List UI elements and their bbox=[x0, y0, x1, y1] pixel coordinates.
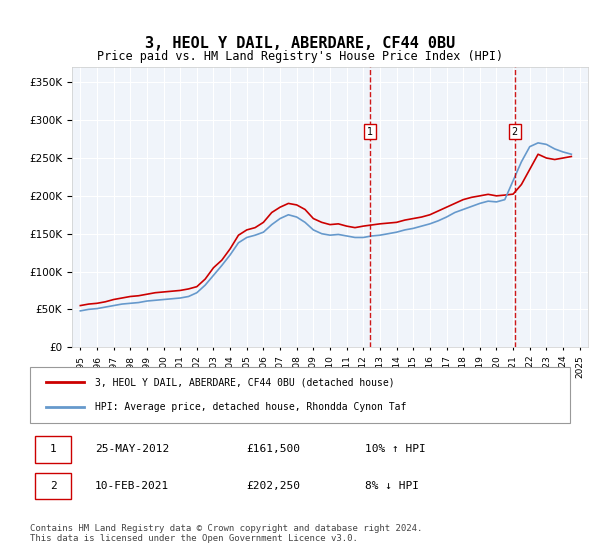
Text: £161,500: £161,500 bbox=[246, 445, 300, 454]
Text: 10-FEB-2021: 10-FEB-2021 bbox=[95, 481, 169, 491]
Text: 2: 2 bbox=[50, 481, 56, 491]
Text: HPI: Average price, detached house, Rhondda Cynon Taf: HPI: Average price, detached house, Rhon… bbox=[95, 402, 406, 412]
Text: 3, HEOL Y DAIL, ABERDARE, CF44 0BU: 3, HEOL Y DAIL, ABERDARE, CF44 0BU bbox=[145, 36, 455, 52]
Text: Price paid vs. HM Land Registry's House Price Index (HPI): Price paid vs. HM Land Registry's House … bbox=[97, 50, 503, 63]
FancyBboxPatch shape bbox=[35, 436, 71, 463]
Text: 8% ↓ HPI: 8% ↓ HPI bbox=[365, 481, 419, 491]
Text: 2: 2 bbox=[512, 127, 518, 137]
Text: Contains HM Land Registry data © Crown copyright and database right 2024.
This d: Contains HM Land Registry data © Crown c… bbox=[30, 524, 422, 543]
Text: 1: 1 bbox=[367, 127, 373, 137]
FancyBboxPatch shape bbox=[35, 473, 71, 499]
Text: 3, HEOL Y DAIL, ABERDARE, CF44 0BU (detached house): 3, HEOL Y DAIL, ABERDARE, CF44 0BU (deta… bbox=[95, 377, 394, 388]
Text: £202,250: £202,250 bbox=[246, 481, 300, 491]
FancyBboxPatch shape bbox=[30, 367, 570, 423]
Text: 1: 1 bbox=[50, 445, 56, 454]
Text: 25-MAY-2012: 25-MAY-2012 bbox=[95, 445, 169, 454]
Text: 10% ↑ HPI: 10% ↑ HPI bbox=[365, 445, 425, 454]
